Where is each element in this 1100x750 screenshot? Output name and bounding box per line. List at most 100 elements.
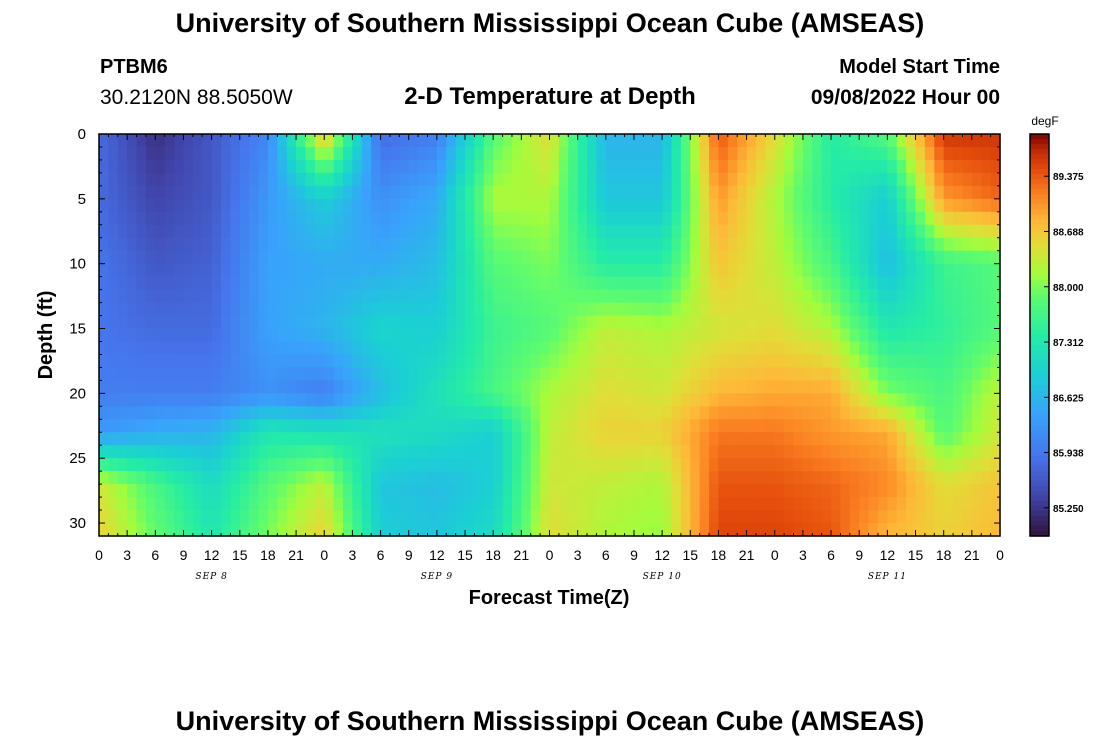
- heatmap-cell: [727, 510, 738, 524]
- heatmap-cell: [296, 510, 307, 524]
- heatmap-cell: [145, 523, 156, 537]
- heatmap-cell: [333, 367, 344, 381]
- heatmap-cell: [671, 185, 682, 200]
- heatmap-cell: [934, 523, 945, 537]
- heatmap-cell: [887, 185, 898, 200]
- heatmap-cell: [737, 328, 748, 343]
- heatmap-cell: [596, 510, 607, 524]
- heatmap-cell: [859, 263, 870, 278]
- heatmap-cell: [558, 445, 569, 459]
- heatmap-cell: [624, 406, 635, 420]
- heatmap-cell: [521, 393, 532, 407]
- heatmap-cell: [690, 523, 701, 537]
- heatmap-cell: [671, 146, 682, 161]
- heatmap-cell: [690, 484, 701, 498]
- heatmap-cell: [784, 341, 795, 356]
- colorbar-tick-label: 89.375: [1053, 172, 1084, 183]
- heatmap-cell: [530, 289, 541, 304]
- heatmap-cell: [840, 510, 851, 524]
- heatmap-cell: [868, 484, 879, 498]
- heatmap-cell: [718, 523, 729, 537]
- heatmap-cell: [906, 523, 917, 537]
- heatmap-cell: [155, 497, 166, 511]
- heatmap-cell: [286, 406, 297, 420]
- heatmap-cell: [371, 328, 382, 343]
- heatmap-cell: [361, 497, 372, 511]
- heatmap-cell: [427, 393, 438, 407]
- heatmap-cell: [577, 276, 588, 291]
- heatmap-cell: [314, 250, 325, 265]
- heatmap-cell: [558, 134, 569, 148]
- heatmap-cell: [718, 315, 729, 330]
- colorbar-segment: [1030, 234, 1049, 241]
- colorbar-segment: [1030, 239, 1049, 246]
- heatmap-cell: [99, 341, 109, 356]
- heatmap-cell: [690, 172, 701, 187]
- heatmap-cell: [436, 302, 447, 317]
- heatmap-cell: [962, 146, 973, 161]
- heatmap-cell: [296, 484, 307, 498]
- heatmap-cell: [145, 237, 156, 252]
- heatmap-cell: [615, 302, 626, 317]
- heatmap-cell: [943, 523, 954, 537]
- heatmap-cell: [333, 432, 344, 446]
- heatmap-cell: [737, 484, 748, 498]
- heatmap-cell: [812, 497, 823, 511]
- heatmap-cell: [981, 198, 992, 213]
- heatmap-cell: [239, 263, 250, 278]
- heatmap-cell: [230, 185, 241, 200]
- heatmap-cell: [549, 172, 560, 187]
- heatmap-cell: [343, 263, 354, 278]
- heatmap-cell: [924, 419, 935, 433]
- heatmap-cell: [249, 237, 260, 252]
- heatmap-cell: [155, 250, 166, 265]
- heatmap-cell: [361, 458, 372, 472]
- heatmap-cell: [643, 211, 654, 226]
- heatmap-cell: [258, 172, 269, 187]
- heatmap-cell: [671, 432, 682, 446]
- heatmap-cell: [145, 302, 156, 317]
- colorbar-segment: [1030, 380, 1049, 386]
- heatmap-cell: [718, 341, 729, 356]
- heatmap-cell: [380, 341, 391, 356]
- heatmap-cell: [474, 432, 485, 446]
- heatmap-cell: [990, 185, 1001, 200]
- heatmap-cell: [174, 367, 185, 381]
- heatmap-cell: [296, 224, 307, 239]
- heatmap-cell: [117, 380, 128, 394]
- heatmap-cell: [465, 237, 476, 252]
- heatmap-cell: [633, 146, 644, 161]
- heatmap-cell: [136, 315, 147, 330]
- heatmap-cell: [436, 159, 447, 174]
- colorbar-segment: [1030, 284, 1049, 291]
- heatmap-cell: [164, 263, 175, 278]
- heatmap-cell: [277, 263, 288, 278]
- heatmap-cell: [652, 497, 663, 511]
- heatmap-cell: [145, 289, 156, 304]
- heatmap-cell: [887, 146, 898, 161]
- heatmap-cell: [493, 484, 504, 498]
- heatmap-cell: [934, 393, 945, 407]
- heatmap-cell: [943, 354, 954, 369]
- heatmap-cell: [877, 419, 888, 433]
- heatmap-cell: [596, 341, 607, 356]
- heatmap-cell: [990, 250, 1001, 265]
- heatmap-cell: [361, 380, 372, 394]
- heatmap-cell: [418, 497, 429, 511]
- heatmap-cell: [314, 380, 325, 394]
- heatmap-cell: [136, 237, 147, 252]
- temperature-depth-chart: 0 3 6 9 12 15 18 21 0 3 6 9 12 15 18 21 0 3 6 9 12 15 18 21 0 3 6 9…: [35, 114, 1084, 609]
- heatmap-cell: [343, 354, 354, 369]
- heatmap-cell: [821, 224, 832, 239]
- heatmap-cell: [164, 211, 175, 226]
- heatmap-cell: [605, 328, 616, 343]
- heatmap-cell: [380, 198, 391, 213]
- heatmap-cell: [887, 250, 898, 265]
- heatmap-cell: [530, 211, 541, 226]
- x-axis: 0 3 6 9 12 15 18 21 0 3 6 9 12 15 18 21 0 3 6 9 12 15 18 21 0 3 6 9…: [95, 134, 1004, 582]
- heatmap-cell: [727, 406, 738, 420]
- heatmap-cell: [493, 523, 504, 537]
- heatmap-cell: [699, 237, 710, 252]
- heatmap-cell: [680, 419, 691, 433]
- heatmap-cell: [802, 237, 813, 252]
